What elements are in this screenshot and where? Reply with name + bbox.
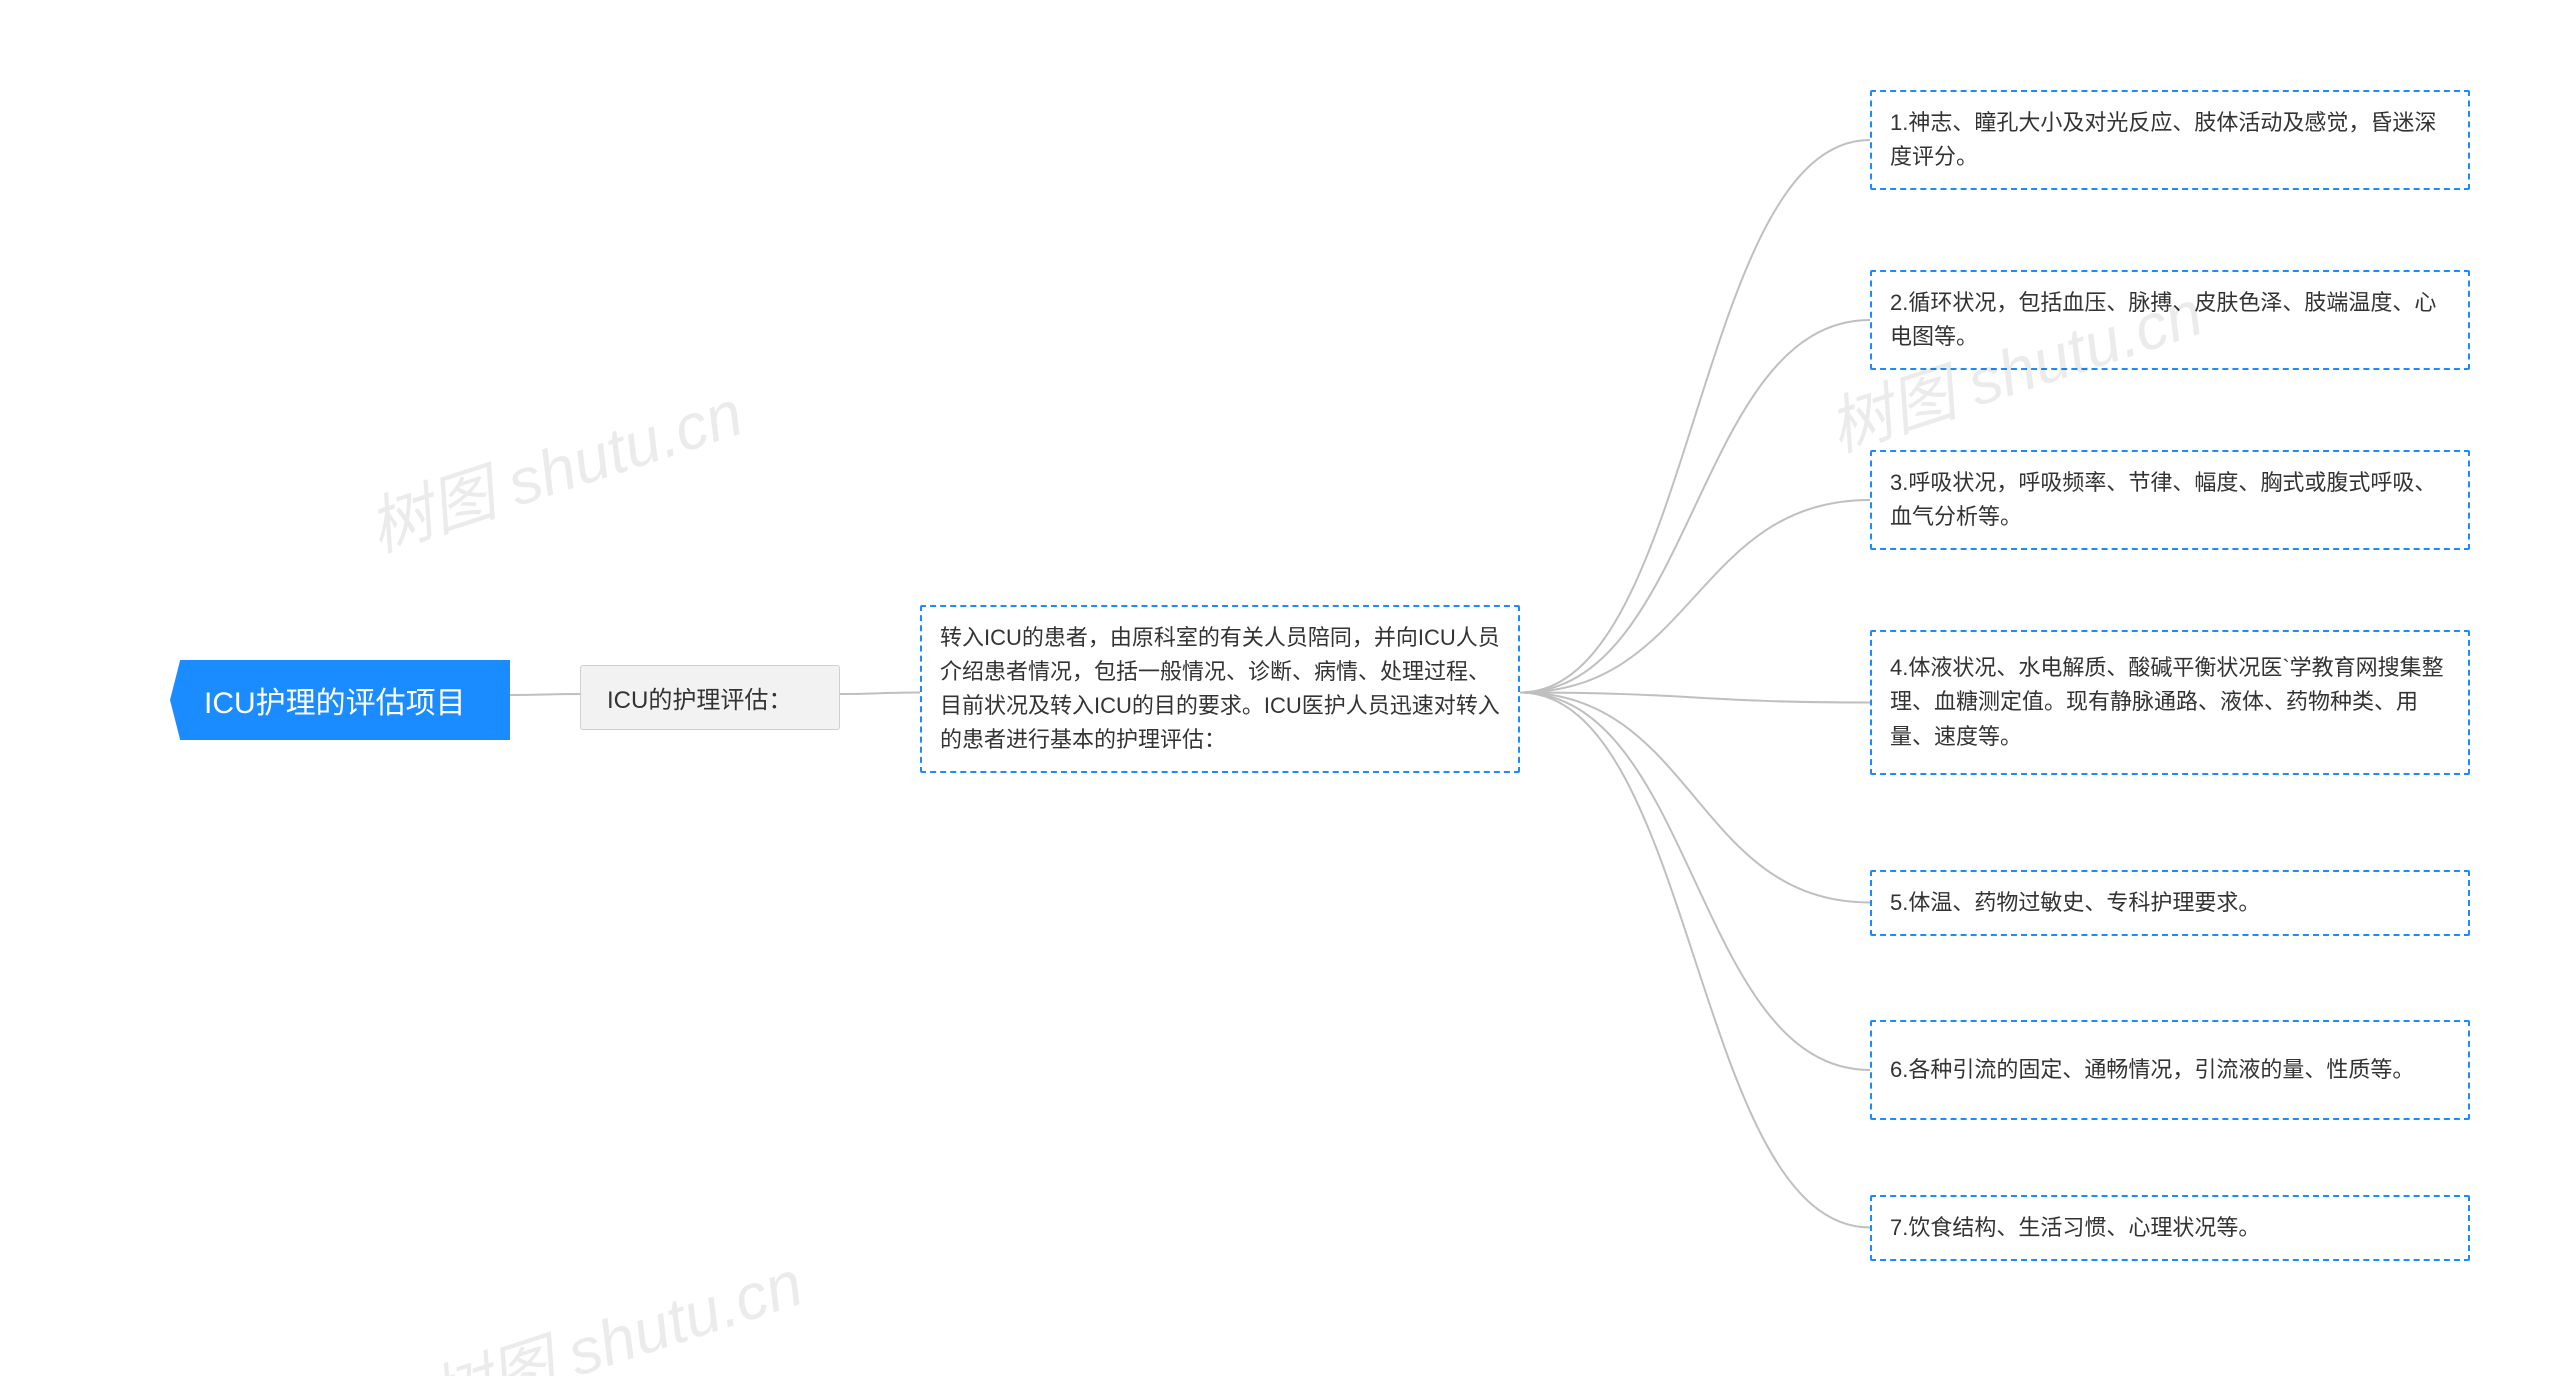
leaf-label: 6.各种引流的固定、通畅情况，引流液的量、性质等。 [1890, 1053, 2414, 1087]
leaf-node-4: 4.体液状况、水电解质、酸碱平衡状况医`学教育网搜集整理、血糖测定值。现有静脉通… [1870, 630, 2470, 775]
leaf-node-1: 1.神志、瞳孔大小及对光反应、肢体活动及感觉，昏迷深度评分。 [1870, 90, 2470, 190]
leaf-label: 3.呼吸状况，呼吸频率、节律、幅度、胸式或腹式呼吸、血气分析等。 [1890, 466, 2450, 534]
level2-node: 转入ICU的患者，由原科室的有关人员陪同，并向ICU人员介绍患者情况，包括一般情… [920, 605, 1520, 773]
leaf-label: 1.神志、瞳孔大小及对光反应、肢体活动及感觉，昏迷深度评分。 [1890, 106, 2450, 174]
level2-label: 转入ICU的患者，由原科室的有关人员陪同，并向ICU人员介绍患者情况，包括一般情… [940, 621, 1500, 757]
watermark: 树图 shutu.cn [415, 1232, 812, 1376]
watermark: 树图 shutu.cn [355, 362, 752, 569]
leaf-label: 7.饮食结构、生活习惯、心理状况等。 [1890, 1211, 2260, 1245]
leaf-node-5: 5.体温、药物过敏史、专科护理要求。 [1870, 870, 2470, 936]
level1-node: ICU的护理评估： [580, 665, 840, 730]
leaf-node-7: 7.饮食结构、生活习惯、心理状况等。 [1870, 1195, 2470, 1261]
leaf-node-3: 3.呼吸状况，呼吸频率、节律、幅度、胸式或腹式呼吸、血气分析等。 [1870, 450, 2470, 550]
root-node: ICU护理的评估项目 [170, 660, 510, 740]
leaf-node-2: 2.循环状况，包括血压、脉搏、皮肤色泽、肢端温度、心电图等。 [1870, 270, 2470, 370]
leaf-label: 2.循环状况，包括血压、脉搏、皮肤色泽、肢端温度、心电图等。 [1890, 286, 2450, 354]
leaf-label: 5.体温、药物过敏史、专科护理要求。 [1890, 886, 2260, 920]
leaf-node-6: 6.各种引流的固定、通畅情况，引流液的量、性质等。 [1870, 1020, 2470, 1120]
mindmap-canvas: ICU护理的评估项目 ICU的护理评估： 转入ICU的患者，由原科室的有关人员陪… [0, 0, 2560, 1376]
level1-label: ICU的护理评估： [607, 680, 792, 715]
leaf-label: 4.体液状况、水电解质、酸碱平衡状况医`学教育网搜集整理、血糖测定值。现有静脉通… [1890, 651, 2450, 753]
root-label: ICU护理的评估项目 [204, 678, 466, 722]
